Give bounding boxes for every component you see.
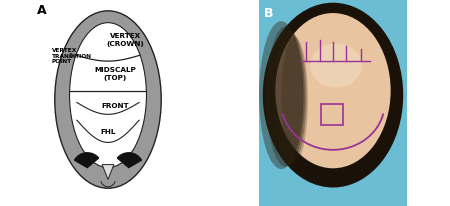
Ellipse shape — [281, 37, 308, 163]
Ellipse shape — [70, 23, 146, 168]
Ellipse shape — [275, 14, 391, 169]
Text: VERTEX
(CROWN): VERTEX (CROWN) — [107, 33, 144, 46]
Bar — [321, 104, 343, 125]
Text: FHL: FHL — [100, 128, 116, 134]
Text: VERTEX
TRANSITION
POINT: VERTEX TRANSITION POINT — [52, 48, 92, 64]
Ellipse shape — [263, 4, 403, 188]
Text: MIDSCALP
(TOP): MIDSCALP (TOP) — [94, 67, 136, 80]
Ellipse shape — [274, 32, 306, 165]
Ellipse shape — [266, 27, 305, 167]
Ellipse shape — [310, 44, 362, 88]
Text: B: B — [264, 7, 273, 20]
Ellipse shape — [259, 22, 303, 169]
Polygon shape — [102, 165, 114, 179]
Wedge shape — [117, 153, 141, 168]
Wedge shape — [75, 153, 99, 168]
Text: A: A — [37, 4, 47, 17]
Ellipse shape — [55, 12, 161, 188]
Text: FRONT: FRONT — [102, 103, 129, 109]
